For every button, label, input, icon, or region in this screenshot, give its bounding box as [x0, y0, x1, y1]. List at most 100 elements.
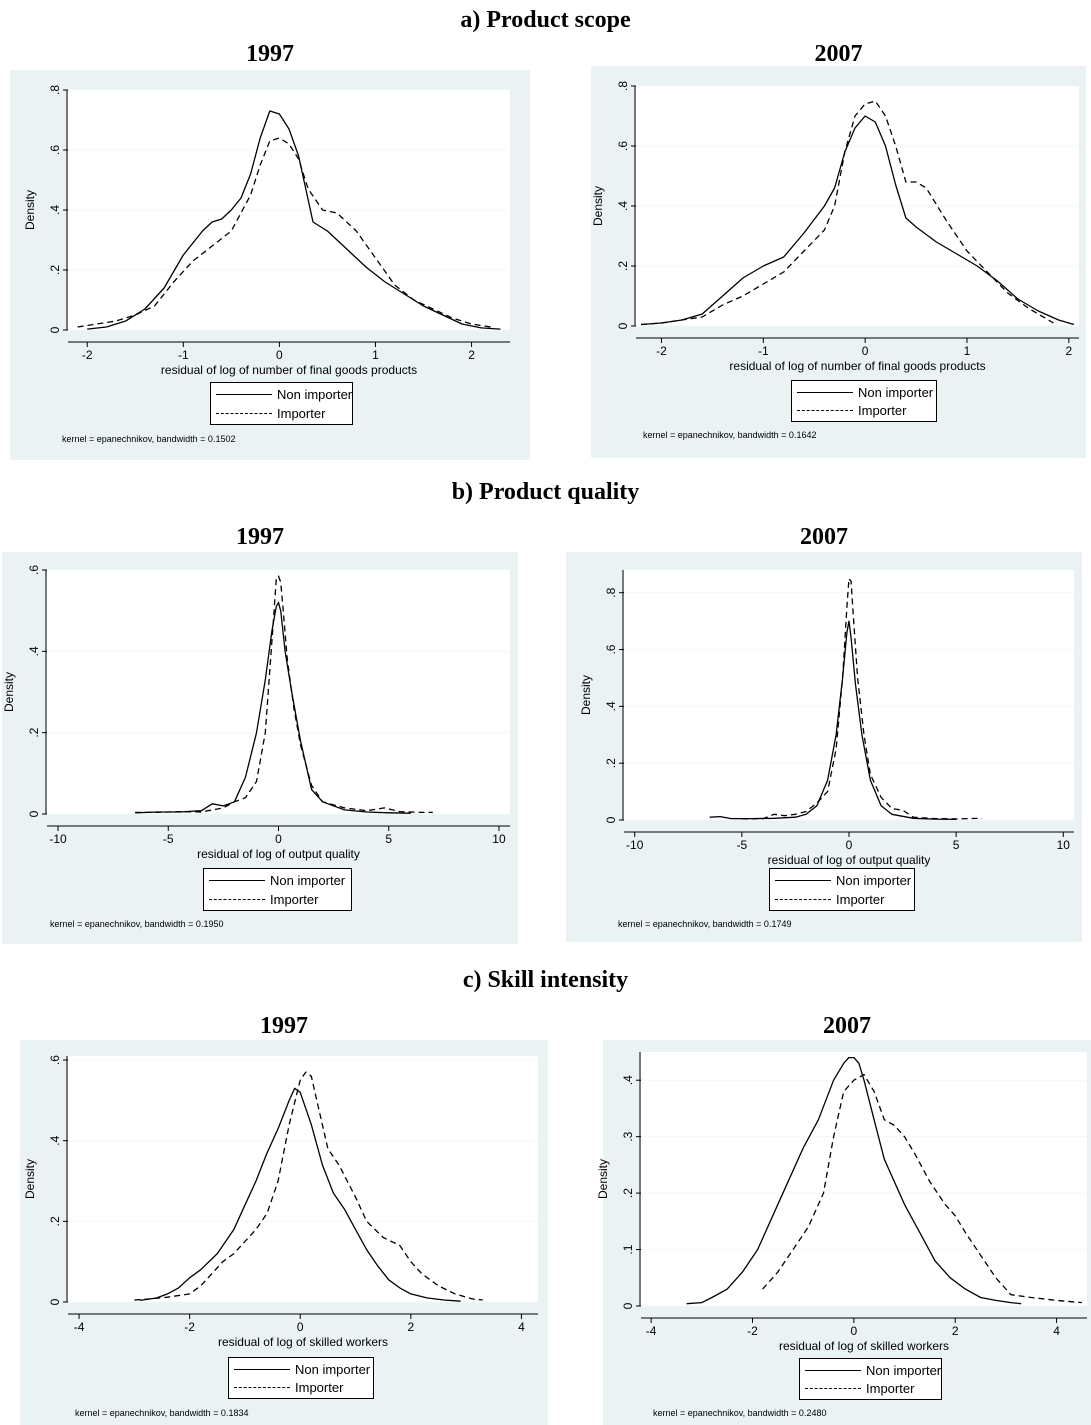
x-axis-label: residual of log of skilled workers [218, 1335, 388, 1349]
year-label-quality-2007: 2007 [800, 524, 848, 550]
y-tick-label: .4 [27, 646, 41, 656]
series-line-importer [762, 1073, 1082, 1304]
x-tick-label: 0 [862, 344, 869, 358]
series-line-importer [77, 137, 491, 328]
legend-label-non-importer: Non importer [295, 1362, 371, 1377]
y-tick-label: .2 [48, 1216, 62, 1226]
plot-area [47, 570, 510, 814]
chart-panel-skill-1997: 0 .2 .4 .6 -4 -2 0 2 4 residual of log of skilled… [20, 1040, 548, 1425]
chart-panel-quality-1997: 0 .2 .4 .6 -10 -5 0 5 10 residual of log of outpu… [2, 552, 518, 944]
x-tick-label: 10 [1057, 838, 1071, 852]
x-axis-label: residual of log of skilled workers [779, 1339, 949, 1353]
x-axis-label: residual of log of output quality [768, 853, 931, 867]
section-title-product-quality: b) Product quality [451, 479, 640, 505]
legend-label-importer: Importer [277, 406, 326, 421]
x-tick-label: 0 [275, 832, 282, 846]
x-tick-label: 2 [468, 348, 475, 362]
chart-panel-scope-1997: 0 .2 .4 .6 .8 -2 -1 0 1 2 residual of log of numbe… [10, 70, 530, 460]
y-tick-label: .2 [621, 1188, 635, 1198]
y-axis-label: Density [23, 190, 37, 230]
x-axis-label: residual of log of number of final goods… [161, 363, 417, 377]
y-tick-label: .6 [48, 1055, 62, 1065]
x-tick-label: 10 [492, 832, 506, 846]
x-tick-label: -5 [163, 832, 174, 846]
x-tick-label: -2 [184, 1320, 195, 1334]
x-tick-label: -5 [737, 838, 748, 852]
y-tick-label: .3 [621, 1131, 635, 1141]
section-title-skill-intensity: c) Skill intensity [462, 967, 629, 993]
chart-svg: 0 .2 .4 .6 -10 -5 0 5 10 residual of log of outpu… [2, 565, 510, 861]
y-axis-label: Density [596, 1159, 610, 1199]
x-tick-label: 5 [953, 838, 960, 852]
x-tick-label: -10 [49, 832, 67, 846]
section-title-product-scope: a) Product scope [460, 7, 631, 33]
legend-swatch-solid [209, 880, 265, 881]
legend-swatch-solid [797, 392, 853, 393]
y-tick-label: .4 [48, 1135, 62, 1145]
legend: Non importer Importer [203, 868, 352, 911]
x-tick-label: -10 [626, 838, 644, 852]
x-axis-label: residual of log of output quality [197, 847, 360, 861]
legend: Non importer Importer [210, 382, 353, 425]
legend-swatch-dashed [805, 1388, 861, 1389]
legend: Non importer Importer [228, 1357, 374, 1399]
x-tick-label: 1 [372, 348, 379, 362]
y-tick-label: .4 [616, 201, 630, 211]
kernel-note: kernel = epanechnikov, bandwidth = 0.164… [643, 430, 817, 440]
y-tick-label: .6 [616, 141, 630, 151]
chart-svg: 0 .2 .4 .6 -4 -2 0 2 4 residual of log of skilled… [23, 1055, 538, 1349]
kernel-note: kernel = epanechnikov, bandwidth = 0.248… [653, 1408, 827, 1418]
x-tick-label: 1 [964, 344, 971, 358]
y-tick-label: .4 [621, 1075, 635, 1085]
chart-panel-skill-2007: 0 .1 .2 .3 .4 -4 -2 0 2 4 residual of log of skill… [596, 1040, 1091, 1425]
x-tick-label: -1 [758, 344, 769, 358]
y-tick-label: .2 [48, 265, 62, 275]
legend: Non importer Importer [799, 1358, 942, 1400]
legend-label-importer: Importer [866, 1381, 915, 1396]
legend: Non importer Importer [791, 380, 937, 422]
x-tick-label: -2 [82, 348, 93, 362]
year-label-skill-1997: 1997 [260, 1013, 308, 1039]
x-tick-label: -2 [747, 1324, 758, 1338]
legend-swatch-solid [775, 880, 831, 881]
chart-panel-scope-2007: 0 .2 .4 .6 .8 -2 -1 0 1 2 residual of log of numbe… [591, 66, 1086, 458]
series-line-importer [134, 1071, 483, 1301]
plot-area [624, 570, 1074, 820]
series-line-importer [135, 575, 433, 814]
series-line-importer [741, 577, 982, 820]
legend: Non importer Importer [769, 868, 915, 911]
year-label-scope-1997: 1997 [246, 41, 294, 67]
series-line-non-importer [641, 115, 1075, 326]
y-tick-label: .2 [604, 758, 618, 768]
legend-swatch-solid [234, 1369, 290, 1370]
x-tick-label: 4 [1053, 1324, 1060, 1338]
y-axis-label: Density [2, 672, 16, 712]
year-label-skill-2007: 2007 [823, 1013, 871, 1039]
x-tick-label: -4 [74, 1320, 85, 1334]
plot-area [641, 1052, 1087, 1306]
y-tick-label: .2 [27, 727, 41, 737]
x-tick-label: 0 [851, 1324, 858, 1338]
y-tick-label: 0 [621, 1302, 635, 1309]
x-tick-label: 2 [952, 1324, 959, 1338]
chart-svg: 0 .2 .4 .6 .8 -2 -1 0 1 2 residual of log of numbe… [591, 81, 1079, 373]
y-axis-label: Density [591, 186, 605, 226]
kernel-note: kernel = epanechnikov, bandwidth = 0.183… [75, 1408, 249, 1418]
y-tick-label: 0 [604, 816, 618, 823]
legend-label-importer: Importer [295, 1380, 344, 1395]
legend-swatch-dashed [209, 899, 265, 900]
legend-swatch-dashed [216, 413, 272, 414]
y-tick-label: .6 [27, 565, 41, 575]
kernel-note: kernel = epanechnikov, bandwidth = 0.150… [62, 434, 236, 444]
legend-swatch-solid [805, 1370, 861, 1371]
series-line-non-importer [686, 1056, 1022, 1305]
chart-svg: 0 .2 .4 .6 .8 -2 -1 0 1 2 residual of log of numbe… [23, 85, 510, 377]
x-tick-label: -1 [178, 348, 189, 362]
y-tick-label: .4 [604, 701, 618, 711]
y-tick-label: .1 [621, 1244, 635, 1254]
y-tick-label: .6 [48, 145, 62, 155]
legend-label-importer: Importer [858, 403, 907, 418]
chart-svg: 0 .2 .4 .6 .8 -10 -5 0 5 10 residual of log of out… [579, 570, 1074, 867]
chart-svg: 0 .1 .2 .3 .4 -4 -2 0 2 4 residual of log of skill… [596, 1052, 1087, 1353]
legend-swatch-solid [216, 394, 272, 395]
